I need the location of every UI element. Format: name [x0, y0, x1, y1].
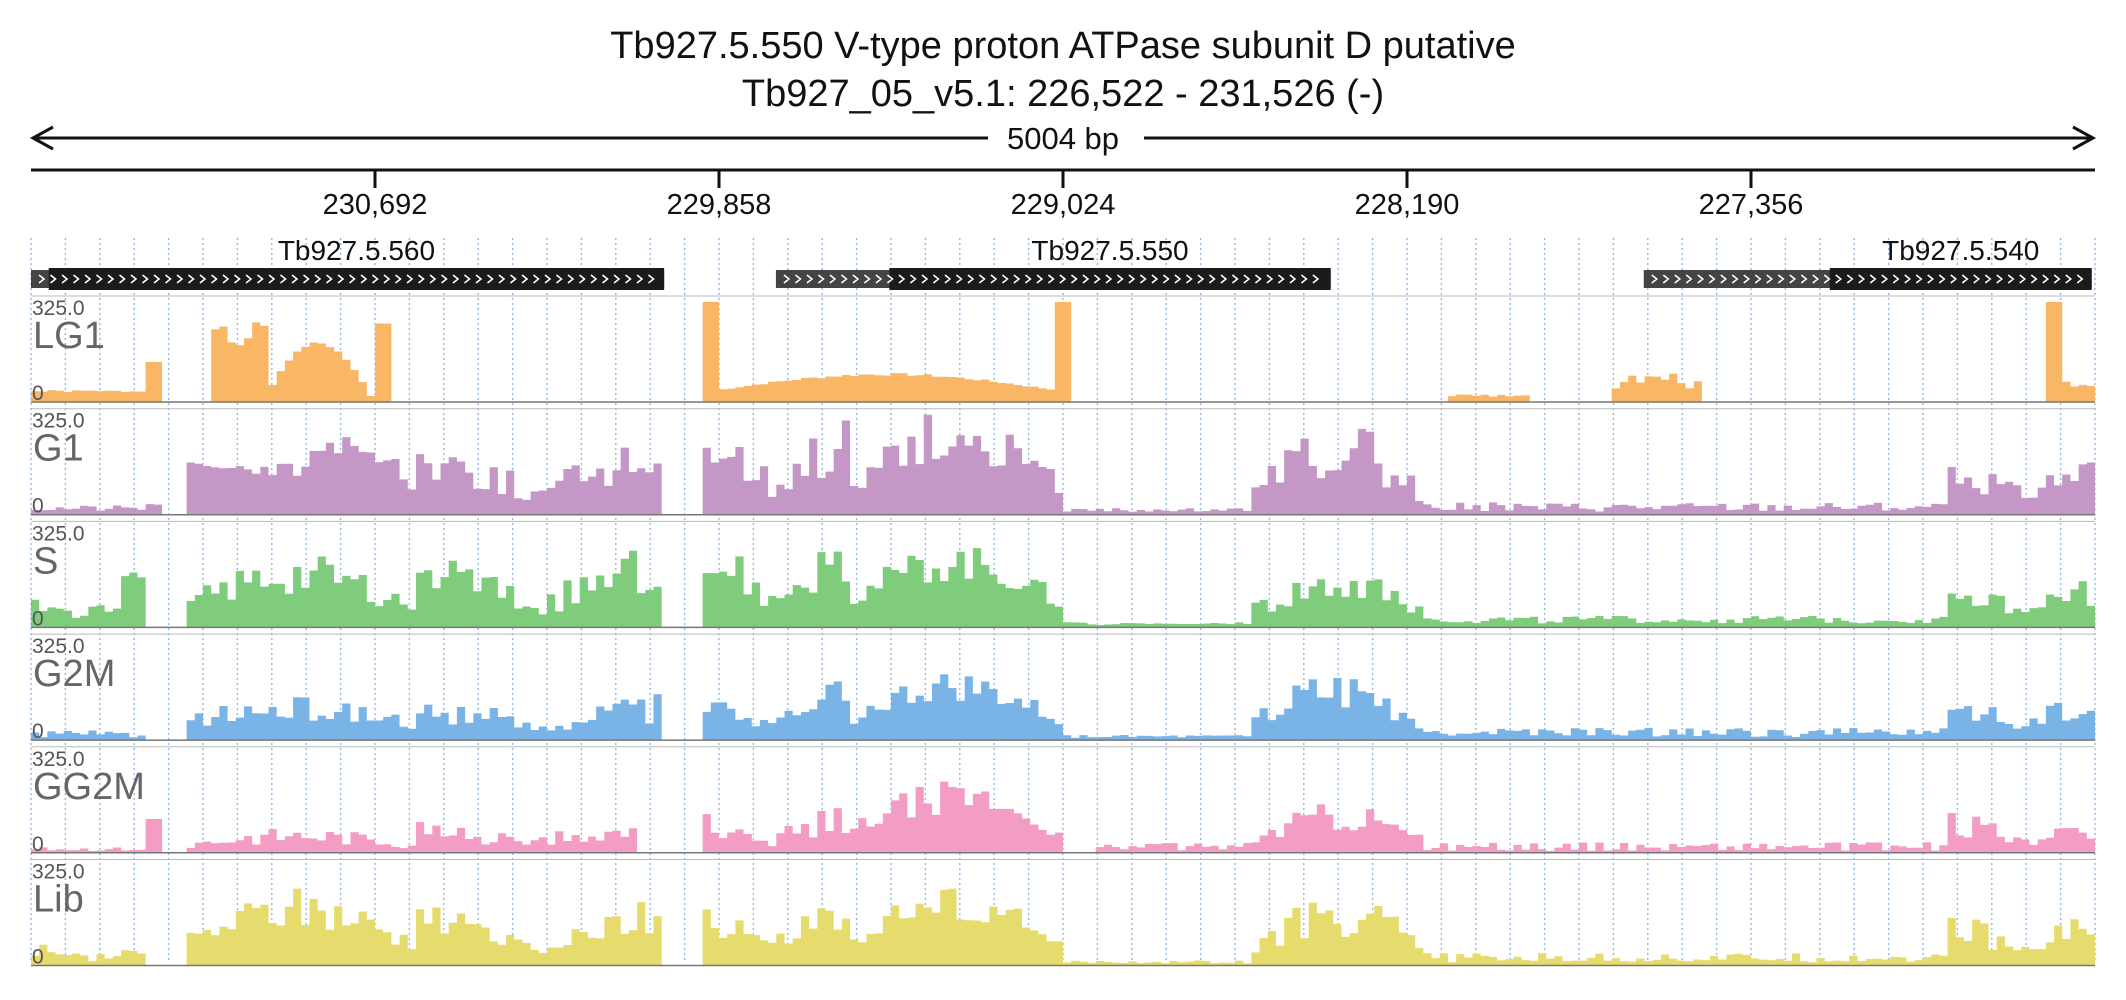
- strand-chevron-icon: [783, 274, 1320, 284]
- strand-chevron-icon: [38, 274, 655, 284]
- axis-tick-label: 227,356: [1699, 189, 1804, 221]
- gene-label: Tb927.5.540: [1882, 235, 2039, 266]
- track-max-label: 325.0: [32, 748, 85, 771]
- track-name-label: S: [33, 540, 58, 582]
- track-min-label: 0: [32, 607, 44, 630]
- gene-cds-bar: [1829, 268, 2092, 290]
- axis-tick-label: 229,858: [667, 189, 772, 221]
- track-s: 325.0 0 S: [31, 520, 2095, 630]
- track-max-label: 325.0: [32, 410, 85, 433]
- track-min-label: 0: [32, 833, 44, 856]
- gene-label: Tb927.5.550: [1031, 235, 1188, 266]
- coverage-tracks: 325.00LG1325.00G1325.00S325.00G2M325.00G…: [31, 295, 2095, 969]
- gene-label: Tb927.5.560: [278, 235, 435, 266]
- track-name-label: G1: [33, 428, 84, 470]
- track-max-label: 325.0: [32, 861, 85, 884]
- track-g2m: 325.0 0 G2M: [31, 633, 2095, 743]
- track-max-label: 325.0: [32, 297, 85, 320]
- track-g1: 325.0 0 G1: [31, 408, 2095, 518]
- coverage-area: [31, 548, 2095, 628]
- chart-subtitle: Tb927_05_v5.1: 226,522 - 231,526 (-): [742, 73, 1384, 115]
- coverage-area: [31, 414, 2095, 515]
- span-arrow-right-icon: [2072, 125, 2097, 151]
- track-name-label: Lib: [33, 879, 84, 921]
- axis-tick-label: 229,024: [1011, 189, 1116, 221]
- track-min-label: 0: [32, 946, 44, 969]
- chart-title: Tb927.5.550 V-type proton ATPase subunit…: [610, 25, 1516, 67]
- track-lg1: 325.0 0 LG1: [31, 295, 2095, 405]
- coverage-area: [31, 302, 2095, 402]
- track-name-label: GG2M: [33, 766, 145, 808]
- track-min-label: 0: [32, 382, 44, 405]
- track-gg2m: 325.0 0 GG2M: [31, 746, 2095, 856]
- strand-chevron-icon: [1651, 274, 2084, 284]
- track-name-label: G2M: [33, 653, 115, 695]
- track-min-label: 0: [32, 720, 44, 743]
- coverage-area: [31, 781, 2095, 853]
- span-indicator: 5004 bp: [29, 121, 2097, 156]
- track-min-label: 0: [32, 495, 44, 518]
- coverage-area: [31, 888, 2095, 966]
- track-max-label: 325.0: [32, 635, 85, 658]
- gene-cds-bar: [48, 268, 665, 290]
- track-name-label: LG1: [33, 315, 105, 357]
- gene-track: Tb927.5.560 Tb927.5.550 Tb927.5.540: [31, 235, 2092, 290]
- track-max-label: 325.0: [32, 522, 85, 545]
- axis-tick-label: 228,190: [1355, 189, 1460, 221]
- axis-tick-label: 230,692: [323, 189, 428, 221]
- coverage-area: [31, 674, 2095, 741]
- track-lib: 325.0 0 Lib: [31, 859, 2095, 969]
- span-length-label: 5004 bp: [1007, 121, 1119, 156]
- span-arrow-left-icon: [29, 125, 54, 151]
- coordinate-axis: 230,692 229,858 229,024 228,190 227,356: [31, 168, 2095, 221]
